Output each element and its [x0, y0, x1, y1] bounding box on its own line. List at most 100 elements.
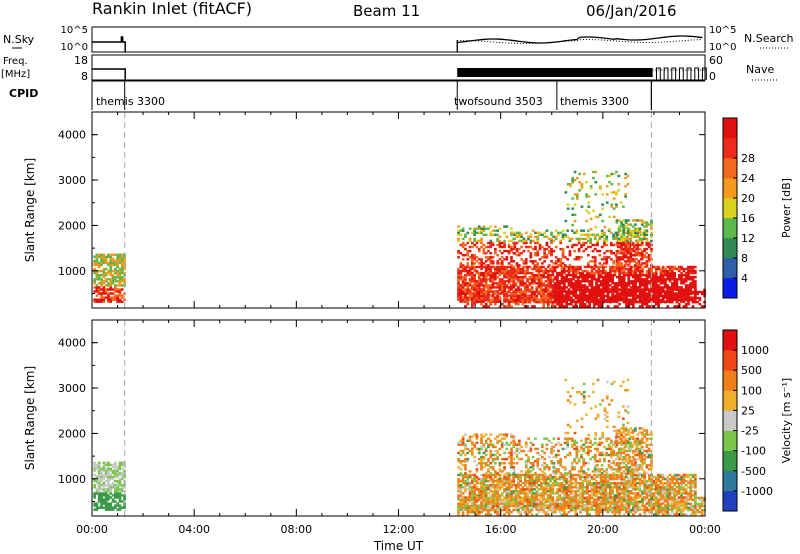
range-cell	[627, 288, 631, 292]
range-cell	[597, 294, 601, 298]
range-cell	[561, 262, 565, 265]
range-cell	[510, 278, 513, 281]
range-cell	[643, 303, 647, 306]
range-cell	[684, 284, 688, 287]
range-cell	[118, 463, 122, 466]
range-cell	[523, 290, 527, 294]
range-cell	[468, 278, 472, 281]
range-cell	[613, 477, 617, 481]
range-cell	[682, 498, 686, 501]
range-cell	[661, 280, 665, 283]
range-cell	[657, 500, 660, 503]
range-cell	[484, 303, 488, 306]
range-cell	[459, 284, 463, 287]
range-cell	[546, 484, 550, 487]
range-cell	[522, 249, 526, 253]
range-cell	[588, 282, 591, 285]
range-cell	[507, 500, 511, 503]
range-cell	[533, 479, 536, 483]
range-cell	[602, 278, 605, 281]
range-cell	[606, 294, 610, 297]
range-cell	[489, 294, 493, 298]
range-cell	[574, 280, 578, 283]
range-cell	[636, 294, 640, 298]
range-cell	[489, 231, 493, 234]
range-cell	[496, 239, 499, 243]
range-cell	[592, 303, 596, 306]
range-cell	[652, 278, 656, 281]
range-cell	[111, 469, 115, 473]
range-cell	[613, 290, 617, 294]
range-cell	[102, 290, 106, 293]
range-cell	[457, 249, 460, 253]
range-cell	[607, 256, 611, 259]
range-cell	[100, 494, 103, 497]
range-cell	[645, 237, 649, 241]
range-cell	[624, 243, 628, 247]
range-cell	[599, 486, 603, 489]
range-cell	[480, 473, 483, 477]
range-cell	[650, 298, 653, 302]
range-cell	[521, 486, 525, 489]
range-cell	[466, 282, 470, 285]
range-cell	[616, 245, 620, 249]
range-cell	[659, 498, 663, 501]
range-cell	[523, 286, 527, 289]
range-cell	[471, 280, 474, 283]
range-cell	[475, 477, 479, 481]
range-cell	[624, 195, 627, 198]
range-cell	[689, 286, 693, 289]
range-cell	[576, 269, 580, 273]
range-cell	[636, 486, 640, 489]
range-cell	[471, 453, 474, 457]
range-cell	[664, 290, 667, 293]
range-cell	[645, 288, 649, 292]
range-cell	[484, 490, 488, 493]
range-cell	[109, 477, 113, 481]
range-cell	[694, 477, 697, 481]
range-cell	[563, 486, 566, 489]
range-cell	[597, 473, 601, 477]
range-cell	[457, 288, 460, 291]
range-cell	[482, 225, 486, 228]
range-cell	[588, 473, 591, 477]
range-cell	[464, 468, 467, 471]
range-cell	[475, 231, 479, 234]
range-cell	[609, 276, 612, 279]
range-cell	[489, 256, 493, 259]
range-cell	[528, 290, 532, 293]
range-cell	[641, 496, 644, 499]
range-cell	[624, 254, 628, 257]
range-cell	[652, 271, 656, 275]
range-cell	[618, 500, 621, 503]
range-cell	[550, 239, 553, 243]
range-cell	[648, 504, 651, 507]
range-cell	[673, 477, 676, 481]
range-cell	[111, 259, 115, 263]
range-cell	[468, 284, 472, 287]
range-cell	[666, 484, 670, 487]
range-cell	[558, 488, 562, 491]
range-cell	[605, 258, 609, 261]
range-cell	[613, 265, 617, 269]
range-cell	[599, 506, 603, 509]
range-cell	[542, 492, 545, 495]
range-cell	[464, 488, 467, 491]
range-cell	[627, 219, 630, 222]
range-cell	[584, 237, 588, 241]
range-cell	[471, 274, 474, 277]
range-cell	[496, 488, 499, 491]
range-cell	[698, 303, 702, 306]
range-cell	[526, 301, 529, 304]
range-cell	[587, 195, 591, 198]
range-cell	[487, 500, 490, 503]
range-cell	[581, 298, 585, 301]
range-cell	[632, 288, 635, 291]
range-cell	[640, 233, 644, 236]
range-cell	[622, 269, 626, 273]
range-cell	[691, 490, 695, 493]
range-cell	[537, 504, 541, 507]
range-cell	[109, 259, 113, 263]
range-cell	[471, 451, 474, 455]
range-cell	[95, 502, 99, 505]
